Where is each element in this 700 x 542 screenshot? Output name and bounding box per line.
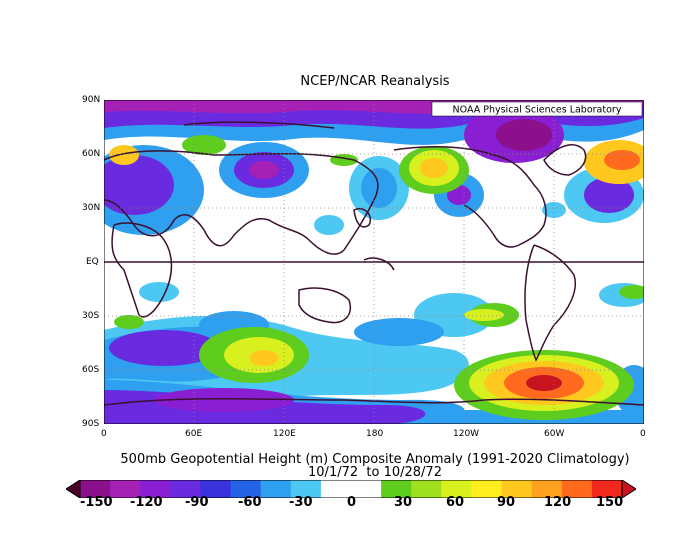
colorbar-swatch	[140, 480, 171, 498]
colorbar-swatch	[561, 480, 593, 498]
colorbar-label: 150	[596, 495, 624, 510]
lon-label-60w: 60W	[544, 429, 565, 439]
colorbar-label: 60	[446, 495, 465, 510]
lat-label-30s: 30S	[82, 311, 100, 321]
lat-label-30n: 30N	[82, 203, 101, 213]
colorbar-swatch	[591, 480, 623, 498]
lon-label-180: 180	[366, 429, 384, 439]
colorbar-label: 30	[394, 495, 413, 510]
colorbar-swatch	[80, 480, 111, 498]
lat-label-60s: 60S	[82, 365, 100, 375]
lat-label-60n: 60N	[82, 149, 101, 159]
colorbar-label: -60	[238, 495, 262, 510]
lon-label-0-left: 0	[101, 429, 107, 439]
lon-label-60e: 60E	[185, 429, 203, 439]
plot-title: NCEP/NCAR Reanalysis	[300, 74, 450, 89]
colorbar-swatch	[110, 480, 141, 498]
colorbar-lower-arrow	[66, 480, 81, 498]
colorbar-frame	[79, 480, 623, 498]
lon-label-120w: 120W	[453, 429, 480, 439]
anomaly-map: NOAA Physical Sciences Laboratory	[104, 100, 644, 424]
colorbar-label: -90	[185, 495, 209, 510]
caption-line1: 500mb Geopotential Height (m) Composite …	[120, 452, 630, 467]
lon-label-120e: 120E	[273, 429, 296, 439]
lat-label-eq: EQ	[86, 257, 99, 267]
colorbar-label: 120	[544, 495, 572, 510]
colorbar-label: -150	[80, 495, 113, 510]
colorbar-swatch	[471, 480, 503, 498]
caption-line2: 10/1/72 to 10/28/72	[308, 465, 442, 480]
colorbar-label: 90	[497, 495, 516, 510]
colorbar-swatch	[531, 480, 563, 498]
colorbar-swatch	[320, 480, 352, 498]
colorbar-swatch	[260, 480, 292, 498]
colorbar-swatch	[230, 480, 262, 498]
colorbar-upper-arrow	[621, 480, 636, 498]
colorbar-swatch	[381, 480, 412, 498]
lat-label-90s: 90S	[82, 419, 100, 429]
colorbar-swatch	[501, 480, 533, 498]
colorbar-swatch	[200, 480, 232, 498]
colorbar-label: -120	[130, 495, 163, 510]
lon-label-0-right: 0	[640, 429, 646, 439]
continent-outlines	[104, 121, 644, 406]
lat-label-90n: 90N	[82, 95, 101, 105]
colorbar-swatch	[170, 480, 201, 498]
colorbar-swatch	[411, 480, 442, 498]
colorbar-swatch	[351, 480, 382, 498]
credit-label: NOAA Physical Sciences Laboratory	[453, 105, 622, 116]
colorbar-label: -30	[289, 495, 313, 510]
colorbar-swatch	[290, 480, 322, 498]
colorbar-swatch	[441, 480, 472, 498]
colorbar-label: 0	[347, 495, 357, 510]
colorbar	[66, 480, 636, 498]
